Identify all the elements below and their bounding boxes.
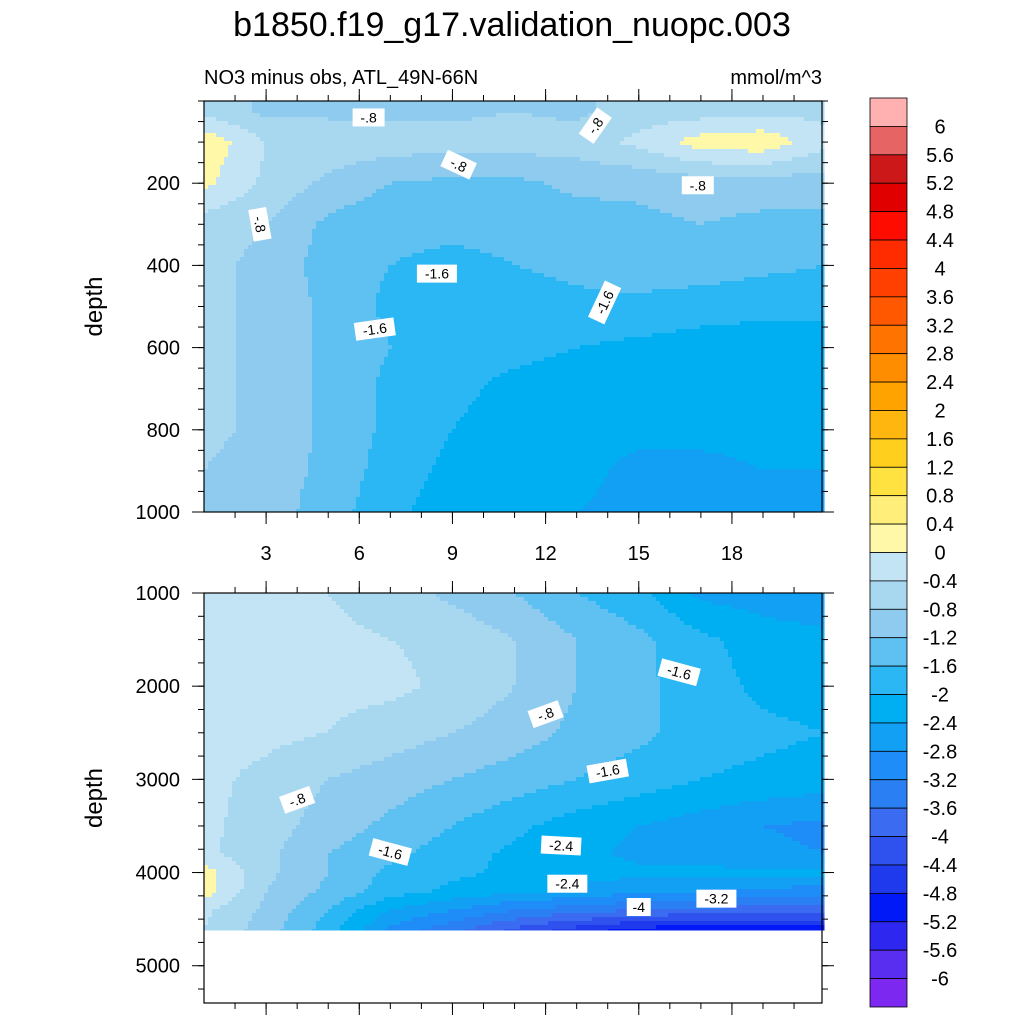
colorbar-box <box>870 780 907 808</box>
y-tick-label: 200 <box>147 173 180 195</box>
colorbar-label: -0.4 <box>923 571 957 593</box>
contour-label: -2.4 <box>541 835 582 855</box>
colorbar-label: 2 <box>934 400 945 422</box>
y-tick-label: 2000 <box>136 676 181 698</box>
colorbar-label: 2.4 <box>926 372 954 394</box>
colorbar-label: 4.8 <box>926 202 954 224</box>
colorbar-box <box>870 609 907 637</box>
colorbar-box <box>870 268 907 296</box>
colorbar-box <box>870 524 907 552</box>
colorbar-box <box>870 382 907 410</box>
colorbar-label: -6 <box>931 969 949 991</box>
colorbar-box <box>870 638 907 666</box>
colorbar-box <box>870 695 907 723</box>
colorbar-box <box>870 808 907 836</box>
contour-label: -4 <box>627 898 651 916</box>
colorbar-label: 0.8 <box>926 486 954 508</box>
colorbar-label: 2.8 <box>926 344 954 366</box>
units-label: mmol/m^3 <box>730 67 822 89</box>
y-tick-label: 600 <box>147 338 180 360</box>
colorbar-box <box>870 666 907 694</box>
contour-label: -.8 <box>682 176 714 194</box>
colorbar-box <box>870 865 907 893</box>
colorbar-box <box>870 212 907 240</box>
y-axis-label: depth <box>81 276 108 336</box>
colorbar-label: -1.2 <box>923 628 957 650</box>
colorbar-box <box>870 837 907 865</box>
colorbar-box <box>870 155 907 183</box>
colorbar-box <box>870 297 907 325</box>
colorbar-box <box>870 496 907 524</box>
colorbar-label: -5.6 <box>923 940 957 962</box>
colorbar-box <box>870 183 907 211</box>
y-axis-label: depth <box>81 768 108 828</box>
colorbar-box <box>870 751 907 779</box>
colorbar-label: 1.6 <box>926 429 954 451</box>
colorbar: 6 5.6 5.2 4.8 4.4 4 3.6 3.2 2.8 2.4 2 1.6 1.2 0.8 0.4 0… <box>870 98 957 1007</box>
colorbar-box <box>870 354 907 382</box>
colorbar-label: -2.8 <box>923 741 957 763</box>
colorbar-box <box>870 922 907 950</box>
colorbar-label: 4.4 <box>926 230 954 252</box>
colorbar-label: -0.8 <box>923 599 957 621</box>
colorbar-label: 3.2 <box>926 315 954 337</box>
y-tick-label: 400 <box>147 255 180 277</box>
colorbar-box <box>870 893 907 921</box>
colorbar-label: 4 <box>934 258 945 280</box>
contour-field <box>204 101 824 512</box>
colorbar-label: -4.8 <box>923 883 957 905</box>
colorbar-label: 6 <box>934 116 945 138</box>
y-tick-label: 4000 <box>136 863 181 885</box>
colorbar-label: -4 <box>931 827 949 849</box>
colorbar-label: -2.4 <box>923 713 957 735</box>
contour-label: -1.6 <box>417 265 457 283</box>
contour-field <box>204 593 824 930</box>
colorbar-label: -3.6 <box>923 798 957 820</box>
colorbar-box <box>870 410 907 438</box>
colorbar-box <box>870 581 907 609</box>
colorbar-label: 5.6 <box>926 145 954 167</box>
contour-label: -.8 <box>353 108 385 126</box>
lower-panel: 10002000300040005000depth-1.6-.8-1.6-.8-… <box>81 581 834 1015</box>
colorbar-box <box>870 325 907 353</box>
x-tick-label: 18 <box>721 543 743 565</box>
colorbar-label: 5.2 <box>926 173 954 195</box>
x-tick-label: 15 <box>628 543 650 565</box>
colorbar-box <box>870 98 907 126</box>
colorbar-label: 3.6 <box>926 287 954 309</box>
y-tick-label: 1000 <box>136 502 181 524</box>
x-tick-label: 12 <box>534 543 556 565</box>
x-tick-label: 3 <box>261 543 272 565</box>
colorbar-box <box>870 467 907 495</box>
y-tick-label: 3000 <box>136 769 181 791</box>
colorbar-label: -2 <box>931 685 949 707</box>
colorbar-box <box>870 950 907 978</box>
x-tick-label: 6 <box>354 543 365 565</box>
colorbar-label: -4.4 <box>923 855 957 877</box>
contour-label: -3.2 <box>696 890 736 908</box>
x-tick-label: 9 <box>447 543 458 565</box>
colorbar-label: 0.4 <box>926 514 954 536</box>
colorbar-label: -3.2 <box>923 770 957 792</box>
colorbar-label: 1.2 <box>926 457 954 479</box>
colorbar-box <box>870 979 907 1007</box>
colorbar-label: 0 <box>934 543 945 565</box>
chart-title: b1850.f19_g17.validation_nuopc.003 <box>233 6 791 44</box>
colorbar-box <box>870 240 907 268</box>
y-tick-label: 1000 <box>136 583 181 605</box>
colorbar-box <box>870 439 907 467</box>
colorbar-label: -1.6 <box>923 656 957 678</box>
colorbar-box <box>870 723 907 751</box>
colorbar-box <box>870 553 907 581</box>
y-tick-label: 800 <box>147 420 180 442</box>
chart-subtitle: NO3 minus obs, ATL_49N-66N <box>204 67 478 89</box>
y-tick-label: 5000 <box>136 956 181 978</box>
colorbar-box <box>870 126 907 154</box>
contour-label: -2.4 <box>547 875 587 893</box>
colorbar-label: -5.2 <box>923 912 957 934</box>
